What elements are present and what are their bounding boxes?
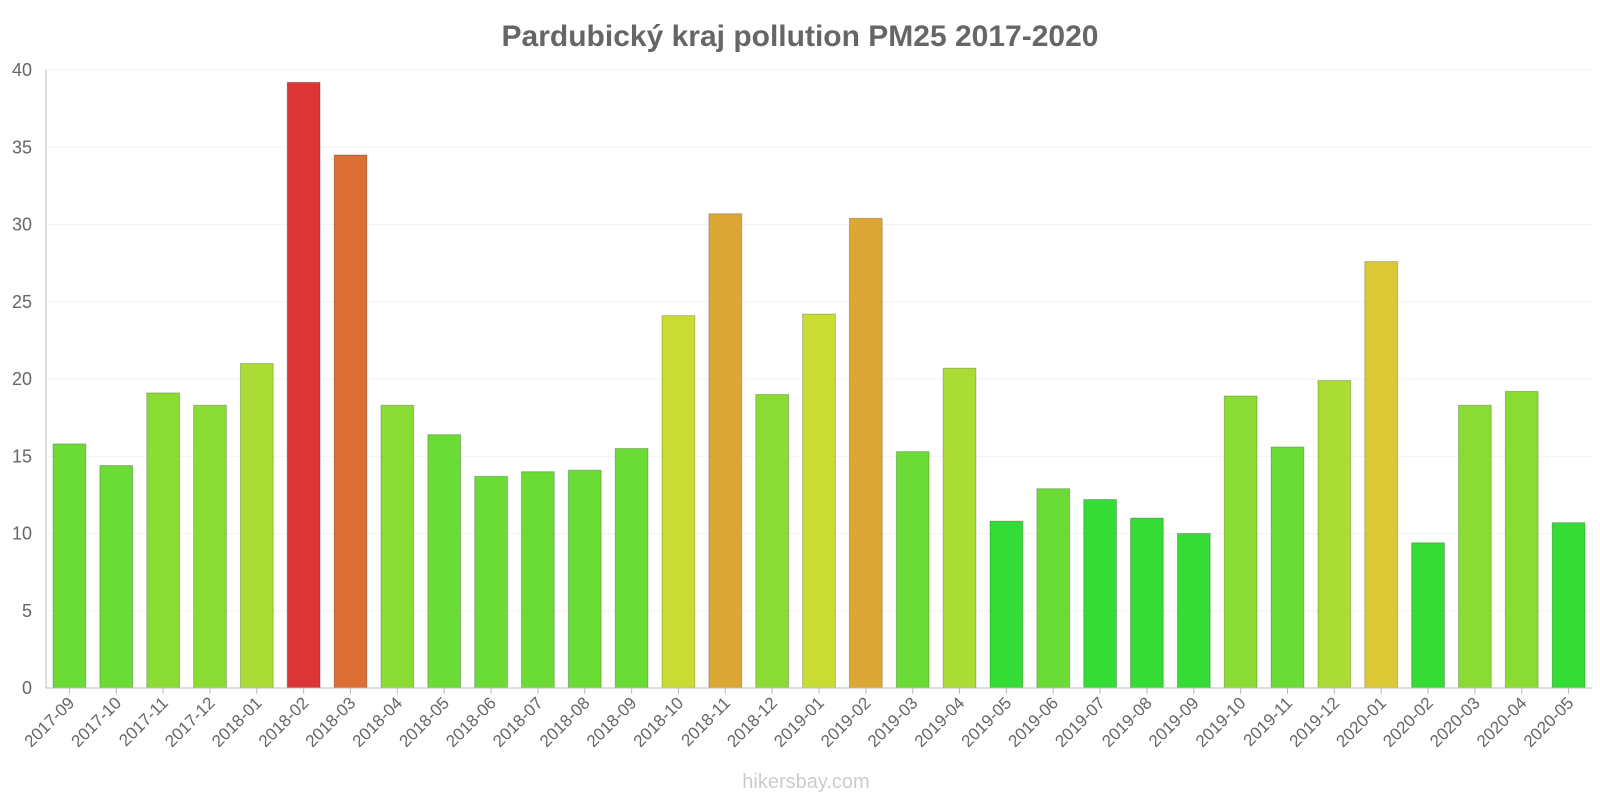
x-tick-label: 2019-08 (1098, 693, 1156, 751)
bar-2017-12 (193, 404, 227, 689)
bar-2018-10 (661, 315, 696, 689)
bar-2019-02 (848, 217, 883, 689)
y-tick-label: 5 (22, 601, 32, 621)
x-tick-label: 2019-06 (1005, 693, 1063, 751)
x-tick-label: 2020-02 (1379, 693, 1437, 751)
y-axis: 0 5 10 15 20 25 30 35 40 (12, 60, 47, 698)
x-tick-label: 2020-01 (1332, 693, 1390, 751)
x-tick-label: 2020-04 (1473, 693, 1531, 751)
x-tick-label: 2019-01 (770, 693, 828, 751)
bar-2018-06 (474, 475, 508, 689)
bar-2019-07 (1083, 499, 1117, 689)
x-tick-label: 2018-08 (536, 693, 594, 751)
bar-2017-10 (99, 465, 134, 689)
x-axis: 2017-092017-102017-112017-122018-012018-… (21, 687, 1592, 751)
bar-2018-08 (567, 469, 602, 689)
x-tick-label: 2018-02 (255, 693, 313, 751)
x-tick-label: 2019-07 (1051, 693, 1109, 751)
y-tick-label: 30 (12, 215, 32, 235)
bar-2018-05 (427, 434, 462, 689)
y-tick-label: 25 (12, 292, 32, 312)
x-tick-label: 2018-11 (677, 693, 734, 750)
bar-2019-05 (989, 520, 1024, 689)
y-tick-label: 35 (12, 137, 32, 157)
x-tick-label: 2018-07 (489, 693, 547, 751)
x-tick-label: 2020-03 (1426, 693, 1484, 751)
x-tick-label: 2017-09 (21, 693, 79, 751)
bar-2018-01 (239, 363, 274, 689)
y-tick-label: 0 (22, 678, 32, 698)
bar-2019-11 (1270, 446, 1305, 689)
x-tick-label: 2019-09 (1145, 693, 1203, 751)
x-tick-label: 2019-05 (958, 693, 1016, 751)
bar-2018-12 (755, 393, 790, 689)
bar-2017-09 (52, 443, 87, 689)
x-tick-label: 2018-03 (302, 693, 360, 751)
y-tick-label: 10 (12, 524, 32, 544)
x-tick-label: 2019-02 (817, 693, 875, 751)
y-tick-label: 15 (12, 446, 32, 466)
bar-2020-04 (1504, 390, 1539, 689)
x-tick-label: 2019-12 (1286, 693, 1344, 751)
x-tick-label: 2019-10 (1192, 693, 1250, 751)
bar-2019-06 (1036, 488, 1071, 689)
bar-2020-01 (1364, 261, 1399, 689)
bar-2018-09 (614, 448, 649, 689)
bar-2019-12 (1317, 380, 1352, 689)
bar-2019-01 (802, 313, 836, 689)
bar-2019-10 (1223, 395, 1258, 689)
bar-2020-03 (1457, 404, 1492, 689)
x-tick-label: 2019-04 (911, 693, 969, 751)
bar-2018-07 (521, 471, 555, 689)
bar-2020-02 (1411, 542, 1445, 689)
x-tick-label: 2018-04 (349, 693, 407, 751)
x-tick-label: 2017-12 (161, 693, 219, 751)
x-tick-label: 2020-05 (1520, 693, 1578, 751)
x-tick-label: 2018-06 (442, 693, 500, 751)
bar-2018-11 (708, 213, 743, 689)
bar-2019-03 (895, 451, 930, 689)
y-tick-label: 20 (12, 369, 32, 389)
watermark: hikersbay.com (742, 771, 869, 793)
x-tick-label: 2018-01 (208, 693, 266, 751)
x-tick-label: 2019-11 (1240, 693, 1297, 750)
bar-2018-04 (380, 404, 415, 689)
bar-2019-04 (942, 367, 977, 689)
x-tick-label: 2018-09 (583, 693, 641, 751)
bar-2018-02 (286, 81, 321, 689)
x-tick-label: 2018-12 (723, 693, 781, 751)
x-tick-label: 2018-05 (395, 693, 453, 751)
bar-2019-08 (1130, 517, 1164, 689)
x-tick-label: 2018-10 (630, 693, 688, 751)
bar-2019-09 (1176, 533, 1211, 689)
bar-2020-05 (1551, 522, 1586, 689)
y-tick-label: 40 (12, 60, 32, 80)
bar-2018-03 (333, 154, 368, 689)
bars (52, 81, 1586, 689)
x-tick-label: 2017-11 (115, 693, 172, 750)
x-tick-label: 2019-03 (864, 693, 922, 751)
bar-2017-11 (146, 392, 181, 689)
chart-title: Pardubický kraj pollution PM25 2017-2020 (502, 20, 1099, 53)
x-tick-label: 2017-10 (68, 693, 126, 751)
